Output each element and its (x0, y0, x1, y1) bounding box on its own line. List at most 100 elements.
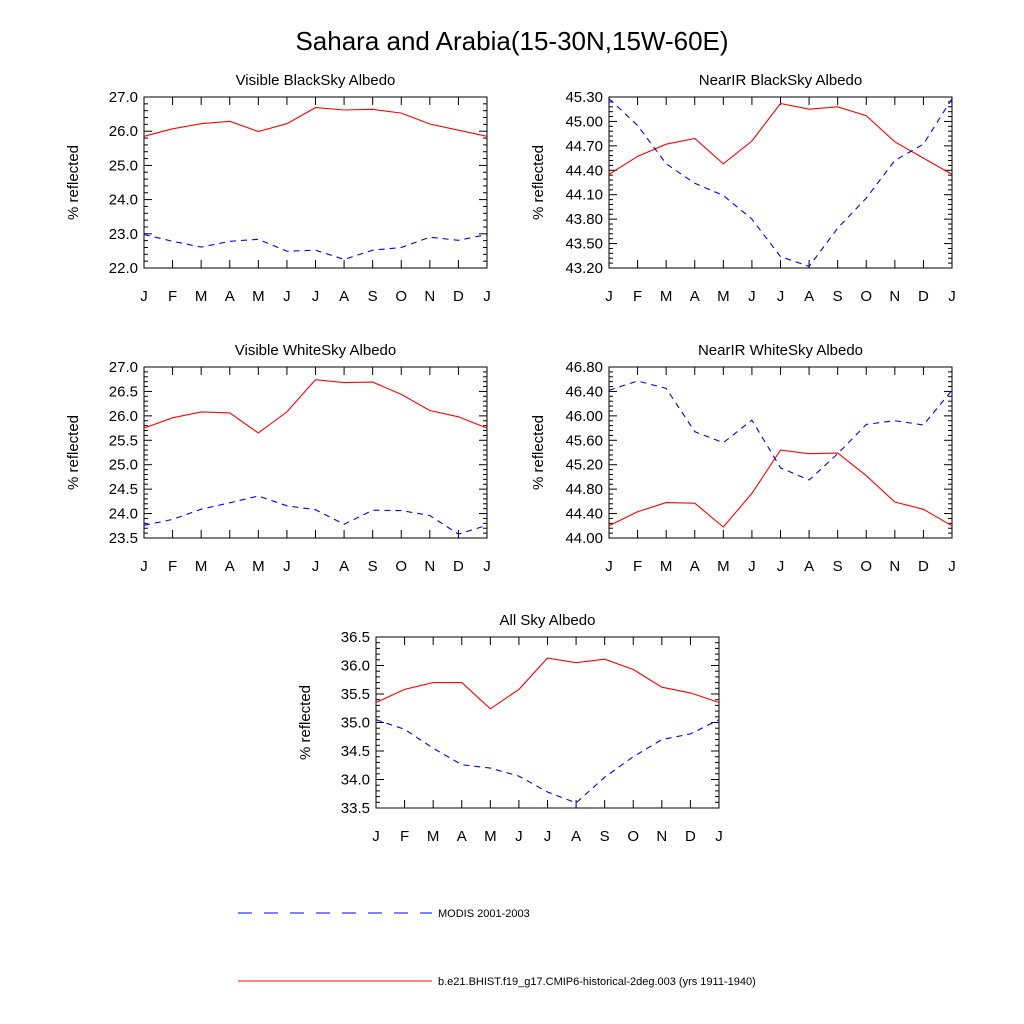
plot-frame (375, 636, 720, 809)
model-series-line (143, 379, 488, 434)
x-tick-label: N (424, 288, 435, 305)
y-tick-label: 35.0 (341, 715, 370, 732)
x-tick-label: J (140, 558, 148, 575)
x-tick-label: D (453, 288, 464, 305)
y-tick-label: 46.80 (565, 359, 603, 376)
x-tick-label: M (484, 828, 497, 845)
y-tick-label: 45.30 (565, 89, 603, 106)
y-tick-label: 43.20 (565, 260, 603, 277)
x-tick-label: M (717, 288, 730, 305)
y-tick-label: 46.00 (565, 408, 603, 425)
y-tick-label: 44.40 (565, 162, 603, 179)
y-tick-label: 33.5 (341, 800, 370, 817)
model-series-line (375, 657, 720, 710)
y-tick-label: 27.0 (109, 89, 138, 106)
y-tick-label: 24.0 (109, 192, 138, 209)
y-tick-label: 25.0 (109, 157, 138, 174)
y-tick-label: 45.00 (565, 113, 603, 130)
x-tick-label: F (168, 558, 177, 575)
y-tick-label: 26.5 (109, 383, 138, 400)
x-tick-label: A (225, 288, 235, 305)
x-tick-label: A (804, 558, 814, 575)
x-tick-label: J (312, 558, 320, 575)
x-tick-label: M (660, 288, 673, 305)
y-tick-label: 45.20 (565, 457, 603, 474)
y-tick-label: 25.0 (109, 457, 138, 474)
plot-frame (143, 96, 488, 269)
modis-series-line (143, 495, 488, 535)
x-tick-label: A (339, 558, 349, 575)
model-series-line (608, 449, 953, 528)
x-tick-label: N (656, 828, 667, 845)
y-axis-label: % reflected (530, 145, 547, 220)
x-tick-label: J (777, 288, 785, 305)
panel-title: All Sky Albedo (500, 612, 596, 629)
panel-title: Visible WhiteSky Albedo (235, 342, 396, 359)
x-tick-label: A (690, 558, 700, 575)
x-tick-label: F (633, 288, 642, 305)
y-tick-label: 24.5 (109, 481, 138, 498)
x-tick-label: J (544, 828, 552, 845)
y-tick-label: 46.40 (565, 383, 603, 400)
x-tick-label: S (368, 558, 378, 575)
y-tick-label: 44.40 (565, 506, 603, 523)
y-tick-label: 36.5 (341, 629, 370, 646)
x-tick-label: J (140, 288, 148, 305)
x-tick-label: O (395, 288, 407, 305)
x-tick-label: J (715, 828, 723, 845)
x-tick-label: D (453, 558, 464, 575)
x-tick-label: J (312, 288, 320, 305)
y-tick-label: 43.50 (565, 236, 603, 253)
panel-title: NearIR BlackSky Albedo (699, 72, 862, 89)
x-tick-label: M (195, 288, 208, 305)
legend-model-label: b.e21.BHIST.f19_g17.CMIP6-historical-2de… (438, 976, 756, 988)
x-tick-label: J (483, 288, 491, 305)
x-tick-label: S (368, 288, 378, 305)
x-tick-label: F (168, 288, 177, 305)
panel-title: NearIR WhiteSky Albedo (698, 342, 863, 359)
x-tick-label: J (948, 288, 956, 305)
y-axis-label: % reflected (297, 685, 314, 760)
x-tick-label: D (918, 558, 929, 575)
y-axis-label: % reflected (65, 145, 82, 220)
modis-series-line (608, 98, 953, 268)
x-tick-label: O (860, 558, 872, 575)
plot-frame (608, 96, 953, 269)
x-tick-label: J (283, 558, 291, 575)
x-tick-label: J (372, 828, 380, 845)
x-tick-label: O (627, 828, 639, 845)
legend: MODIS 2001-2003 b.e21.BHIST.f19_g17.CMIP… (238, 908, 756, 988)
model-series-line (608, 102, 953, 175)
x-tick-label: J (777, 558, 785, 575)
x-tick-label: O (395, 558, 407, 575)
y-tick-label: 25.5 (109, 432, 138, 449)
y-tick-label: 27.0 (109, 359, 138, 376)
x-tick-label: A (339, 288, 349, 305)
x-tick-label: S (833, 288, 843, 305)
x-tick-label: J (948, 558, 956, 575)
y-tick-label: 36.0 (341, 658, 370, 675)
x-tick-label: S (600, 828, 610, 845)
modis-series-line (143, 233, 488, 260)
modis-series-line (608, 380, 953, 481)
x-tick-label: J (283, 288, 291, 305)
x-tick-label: A (571, 828, 581, 845)
y-axis-label: % reflected (65, 415, 82, 490)
x-tick-label: M (252, 288, 265, 305)
y-tick-label: 44.70 (565, 138, 603, 155)
y-tick-label: 22.0 (109, 260, 138, 277)
y-tick-label: 44.00 (565, 530, 603, 547)
y-tick-label: 26.0 (109, 123, 138, 140)
modis-series-line (375, 719, 720, 804)
x-tick-label: N (889, 558, 900, 575)
x-tick-label: A (225, 558, 235, 575)
x-tick-label: A (804, 288, 814, 305)
y-tick-label: 44.80 (565, 481, 603, 498)
